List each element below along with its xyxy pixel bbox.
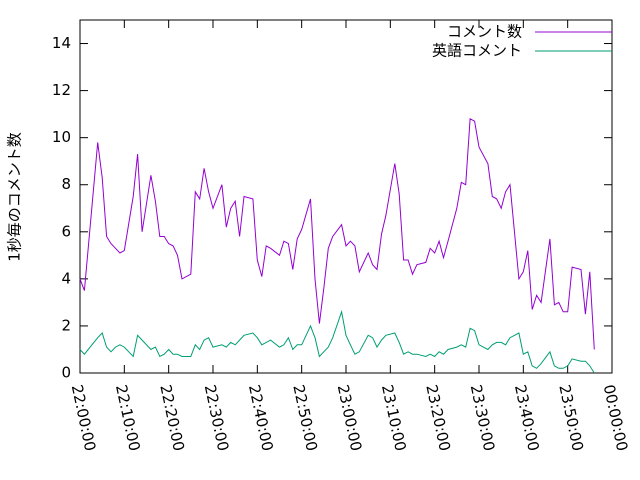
x-tick-label: 23:30:00	[467, 383, 499, 453]
y-tick-label: 10	[52, 128, 71, 146]
legend-label: コメント数	[447, 23, 522, 41]
y-tick-label: 6	[61, 222, 71, 240]
x-tick-label: 23:40:00	[511, 383, 543, 453]
plot-frame	[79, 19, 613, 374]
y-tick-label: 2	[61, 316, 71, 334]
x-tick-label: 23:10:00	[378, 383, 410, 453]
x-tick-label: 22:20:00	[156, 383, 188, 453]
series-line	[79, 117, 595, 350]
y-tick-label: 4	[61, 269, 71, 287]
x-tick-label: 23:00:00	[334, 383, 366, 453]
x-tick-label: 22:50:00	[289, 383, 321, 453]
x-tick-label: 00:00:00	[600, 383, 632, 453]
legend-label: 英語コメント	[432, 42, 522, 60]
x-tick-label: 22:30:00	[201, 383, 233, 453]
x-tick-label: 23:20:00	[422, 383, 454, 453]
y-axis-label: 1秒毎のコメント数	[6, 132, 24, 262]
x-tick-label: 22:00:00	[68, 383, 100, 453]
x-tick-label: 23:50:00	[555, 383, 587, 453]
y-tick-label: 12	[52, 81, 71, 99]
y-tick-label: 0	[61, 364, 71, 382]
x-tick-label: 22:40:00	[245, 383, 277, 453]
x-tick-label: 22:10:00	[112, 383, 144, 453]
series-line	[79, 309, 595, 374]
y-tick-label: 14	[52, 34, 71, 52]
y-tick-label: 8	[61, 175, 71, 193]
